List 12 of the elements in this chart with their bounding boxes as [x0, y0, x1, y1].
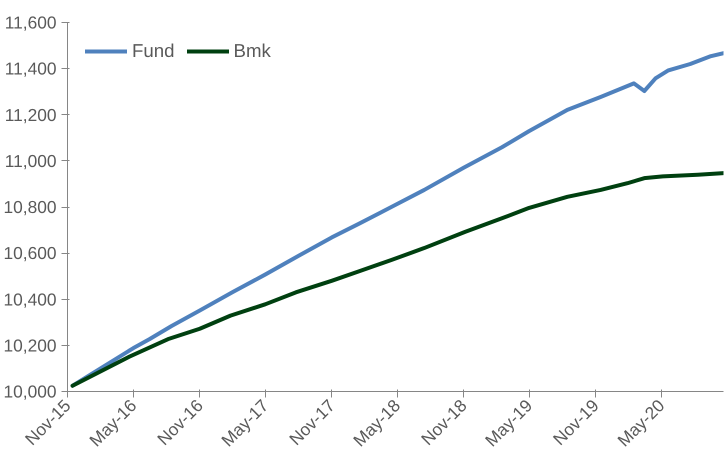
legend-label: Bmk — [234, 40, 271, 62]
y-tick-label: 11,600 — [4, 12, 57, 32]
y-tick-label: 10,200 — [4, 335, 56, 356]
y-tick-label: 11,000 — [4, 150, 57, 171]
y-tick-label: 10,800 — [4, 197, 56, 217]
y-tick-label: 11,200 — [4, 104, 57, 125]
y-tick-label: 10,400 — [4, 289, 56, 310]
y-tick-label: 10,600 — [4, 243, 56, 264]
y-tick-label: 11,400 — [4, 58, 57, 79]
legend-label: Fund — [132, 40, 175, 62]
y-tick-label: 10,000 — [4, 382, 56, 402]
line-series — [70, 171, 724, 388]
